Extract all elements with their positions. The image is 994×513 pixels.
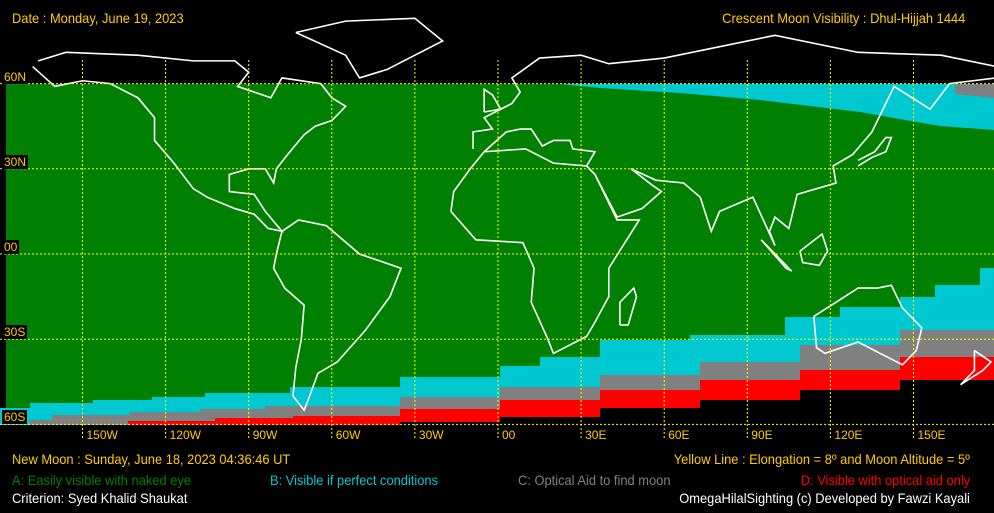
- zone-b-north: [560, 84, 994, 130]
- yellow-line-info: Yellow Line : Elongation = 8º and Moon A…: [673, 451, 970, 467]
- legend-d: D: Visible with optical aid only: [800, 472, 970, 488]
- lon-label-30e: 30E: [585, 428, 607, 442]
- legend-b: B: Visible if perfect conditions: [270, 472, 439, 488]
- lat-label-30s: 30S: [2, 325, 28, 339]
- lon-label-00: 00: [502, 428, 516, 442]
- map-title: Crescent Moon Visibility : Dhul-Hijjah 1…: [721, 10, 965, 26]
- legend-c: C: Optical Aid to find moon: [518, 472, 671, 488]
- lon-label-90e: 90E: [751, 428, 773, 442]
- zone-b: [0, 265, 994, 425]
- graticule: [0, 60, 994, 440]
- map-date: Date : Monday, June 19, 2023: [12, 10, 184, 26]
- zone-c-north: [955, 84, 994, 98]
- coastline-africa: [450, 148, 641, 355]
- coastline-madagascar: [619, 286, 638, 326]
- coastline-eurasia: [472, 34, 994, 246]
- zone-none: [0, 375, 994, 425]
- lat-label-60n: 60N: [2, 70, 29, 84]
- lon-label-120e: 120E: [834, 428, 863, 442]
- lat-label-30n: 30N: [2, 155, 29, 169]
- lat-label-equator: 00: [2, 240, 20, 254]
- coastline-new-zealand: [960, 349, 993, 386]
- lon-label-90w: 90W: [252, 428, 278, 442]
- coastline-japan: [857, 136, 893, 167]
- coastline-greenland: [295, 17, 445, 79]
- coastline-borneo: [799, 232, 829, 267]
- new-moon-info: New Moon : Sunday, June 18, 2023 04:36:4…: [12, 451, 291, 467]
- zone-d: [0, 343, 994, 425]
- lon-label-30w: 30W: [418, 428, 444, 442]
- coastline-australia: [812, 284, 923, 366]
- lon-label-120w: 120W: [169, 428, 201, 442]
- criterion: Criterion: Syed Khalid Shaukat: [12, 490, 188, 506]
- lat-label-60s: 60S: [2, 410, 28, 424]
- zone-c: [0, 318, 994, 425]
- coastline-south-america: [272, 219, 403, 412]
- legend-a: A: Easily visible with naked eye: [12, 472, 191, 488]
- lon-label-60e: 60E: [668, 428, 690, 442]
- lon-label-150e: 150E: [917, 428, 946, 442]
- lon-label-60w: 60W: [335, 428, 361, 442]
- credit: OmegaHilalSighting (c) Developed by Fawz…: [679, 490, 970, 506]
- lon-label-150w: 150W: [86, 428, 118, 442]
